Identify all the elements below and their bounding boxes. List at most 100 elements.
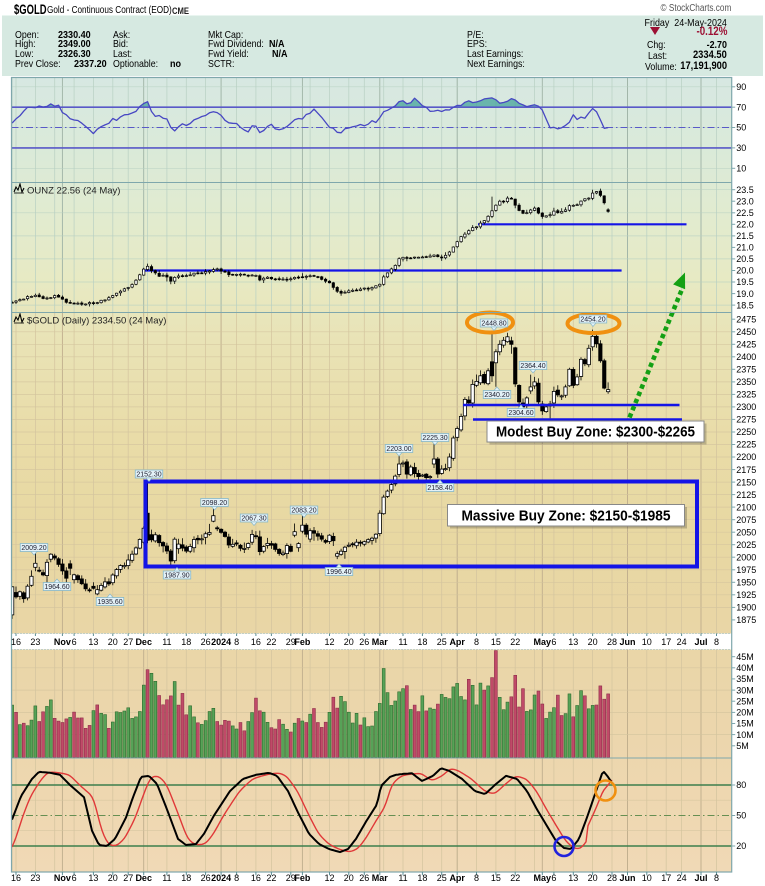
svg-text:1975: 1975 xyxy=(736,565,756,575)
svg-text:22.5: 22.5 xyxy=(736,208,754,218)
svg-text:20: 20 xyxy=(108,637,118,647)
svg-text:16: 16 xyxy=(11,637,21,647)
svg-text:16: 16 xyxy=(251,637,261,647)
svg-text:35M: 35M xyxy=(736,674,754,684)
svg-text:2024: 2024 xyxy=(211,873,231,883)
svg-text:50: 50 xyxy=(736,811,746,821)
svg-text:2100: 2100 xyxy=(736,502,756,512)
svg-text:2158.40: 2158.40 xyxy=(427,485,452,492)
svg-text:2125: 2125 xyxy=(736,490,756,500)
svg-text:2098.20: 2098.20 xyxy=(202,500,227,507)
svg-text:13: 13 xyxy=(88,873,98,883)
svg-text:17: 17 xyxy=(661,873,671,883)
svg-text:8: 8 xyxy=(474,637,479,647)
svg-text:May: May xyxy=(534,873,552,883)
svg-text:2150: 2150 xyxy=(736,477,756,487)
svg-text:13: 13 xyxy=(88,637,98,647)
svg-text:16: 16 xyxy=(251,873,261,883)
svg-text:1935.60: 1935.60 xyxy=(97,599,122,606)
svg-text:2175: 2175 xyxy=(736,465,756,475)
svg-text:80: 80 xyxy=(736,780,746,790)
svg-text:27: 27 xyxy=(123,637,133,647)
svg-text:18.5: 18.5 xyxy=(736,300,754,310)
svg-text:22: 22 xyxy=(510,637,520,647)
svg-text:1950: 1950 xyxy=(736,578,756,588)
svg-text:19.5: 19.5 xyxy=(736,277,754,287)
svg-text:90: 90 xyxy=(736,82,746,92)
svg-text:Apr: Apr xyxy=(449,637,465,647)
svg-text:2340.20: 2340.20 xyxy=(484,392,509,399)
svg-text:20M: 20M xyxy=(736,708,754,718)
svg-text:8: 8 xyxy=(234,637,239,647)
svg-text:Feb: Feb xyxy=(294,873,311,883)
svg-text:May: May xyxy=(534,637,552,647)
svg-text:12: 12 xyxy=(324,873,334,883)
svg-text:2250: 2250 xyxy=(736,427,756,437)
svg-text:11: 11 xyxy=(162,873,171,883)
svg-text:$GOLD (Daily) 2334.50 (24 May): $GOLD (Daily) 2334.50 (24 May) xyxy=(27,316,166,327)
svg-text:1875: 1875 xyxy=(736,615,756,625)
svg-text:15: 15 xyxy=(491,873,501,883)
svg-text:6: 6 xyxy=(551,873,556,883)
svg-text:23: 23 xyxy=(30,637,40,647)
svg-text:2000: 2000 xyxy=(736,552,756,562)
svg-text:45M: 45M xyxy=(736,652,754,662)
svg-text:Modest Buy Zone: $2300-$2265: Modest Buy Zone: $2300-$2265 xyxy=(496,425,695,441)
svg-text:26: 26 xyxy=(201,873,211,883)
svg-text:17: 17 xyxy=(661,637,671,647)
svg-text:2448.80: 2448.80 xyxy=(481,321,506,328)
svg-text:15: 15 xyxy=(491,637,501,647)
svg-text:18: 18 xyxy=(417,637,427,647)
svg-text:2024: 2024 xyxy=(211,637,231,647)
svg-text:28: 28 xyxy=(607,873,617,883)
svg-text:24: 24 xyxy=(677,873,687,883)
svg-text:8: 8 xyxy=(234,873,239,883)
svg-text:2009.20: 2009.20 xyxy=(21,545,46,552)
svg-text:8: 8 xyxy=(714,637,719,647)
svg-text:26: 26 xyxy=(359,637,369,647)
svg-text:15M: 15M xyxy=(736,719,754,729)
svg-text:Mar: Mar xyxy=(372,637,389,647)
svg-text:30: 30 xyxy=(736,143,746,153)
svg-text:50: 50 xyxy=(736,123,746,133)
svg-text:1996.40: 1996.40 xyxy=(326,569,351,576)
svg-text:20.5: 20.5 xyxy=(736,254,754,264)
svg-text:19.0: 19.0 xyxy=(736,289,754,299)
svg-text:10: 10 xyxy=(642,873,652,883)
svg-text:1925: 1925 xyxy=(736,590,756,600)
svg-text:29: 29 xyxy=(286,637,296,647)
svg-text:25M: 25M xyxy=(736,696,754,706)
svg-text:26: 26 xyxy=(201,637,211,647)
svg-text:2450: 2450 xyxy=(736,327,756,337)
svg-text:2075: 2075 xyxy=(736,515,756,525)
svg-text:8: 8 xyxy=(474,873,479,883)
svg-text:20.0: 20.0 xyxy=(736,266,754,276)
svg-text:10: 10 xyxy=(642,637,652,647)
svg-text:20: 20 xyxy=(344,637,354,647)
svg-text:2400: 2400 xyxy=(736,352,756,362)
svg-text:Dec: Dec xyxy=(135,873,152,883)
svg-text:Feb: Feb xyxy=(294,637,311,647)
svg-text:11: 11 xyxy=(162,637,171,647)
svg-text:2275: 2275 xyxy=(736,415,756,425)
svg-text:OUNZ 22.56 (24 May): OUNZ 22.56 (24 May) xyxy=(27,186,120,197)
svg-text:27: 27 xyxy=(123,873,133,883)
svg-text:2375: 2375 xyxy=(736,365,756,375)
svg-text:2304.60: 2304.60 xyxy=(508,410,533,417)
svg-text:12: 12 xyxy=(324,637,334,647)
svg-text:2350: 2350 xyxy=(736,377,756,387)
svg-text:1964.60: 1964.60 xyxy=(44,584,69,591)
svg-text:13: 13 xyxy=(568,873,578,883)
svg-text:24: 24 xyxy=(677,637,687,647)
svg-text:20: 20 xyxy=(588,637,598,647)
svg-text:2300: 2300 xyxy=(736,402,756,412)
svg-text:6: 6 xyxy=(72,873,77,883)
svg-text:Jun: Jun xyxy=(619,637,635,647)
svg-text:23.0: 23.0 xyxy=(736,196,754,206)
svg-text:Jun: Jun xyxy=(619,873,635,883)
svg-text:6: 6 xyxy=(72,637,77,647)
svg-text:2050: 2050 xyxy=(736,527,756,537)
svg-text:20: 20 xyxy=(344,873,354,883)
svg-text:Apr: Apr xyxy=(449,873,465,883)
svg-text:21.5: 21.5 xyxy=(736,231,754,241)
